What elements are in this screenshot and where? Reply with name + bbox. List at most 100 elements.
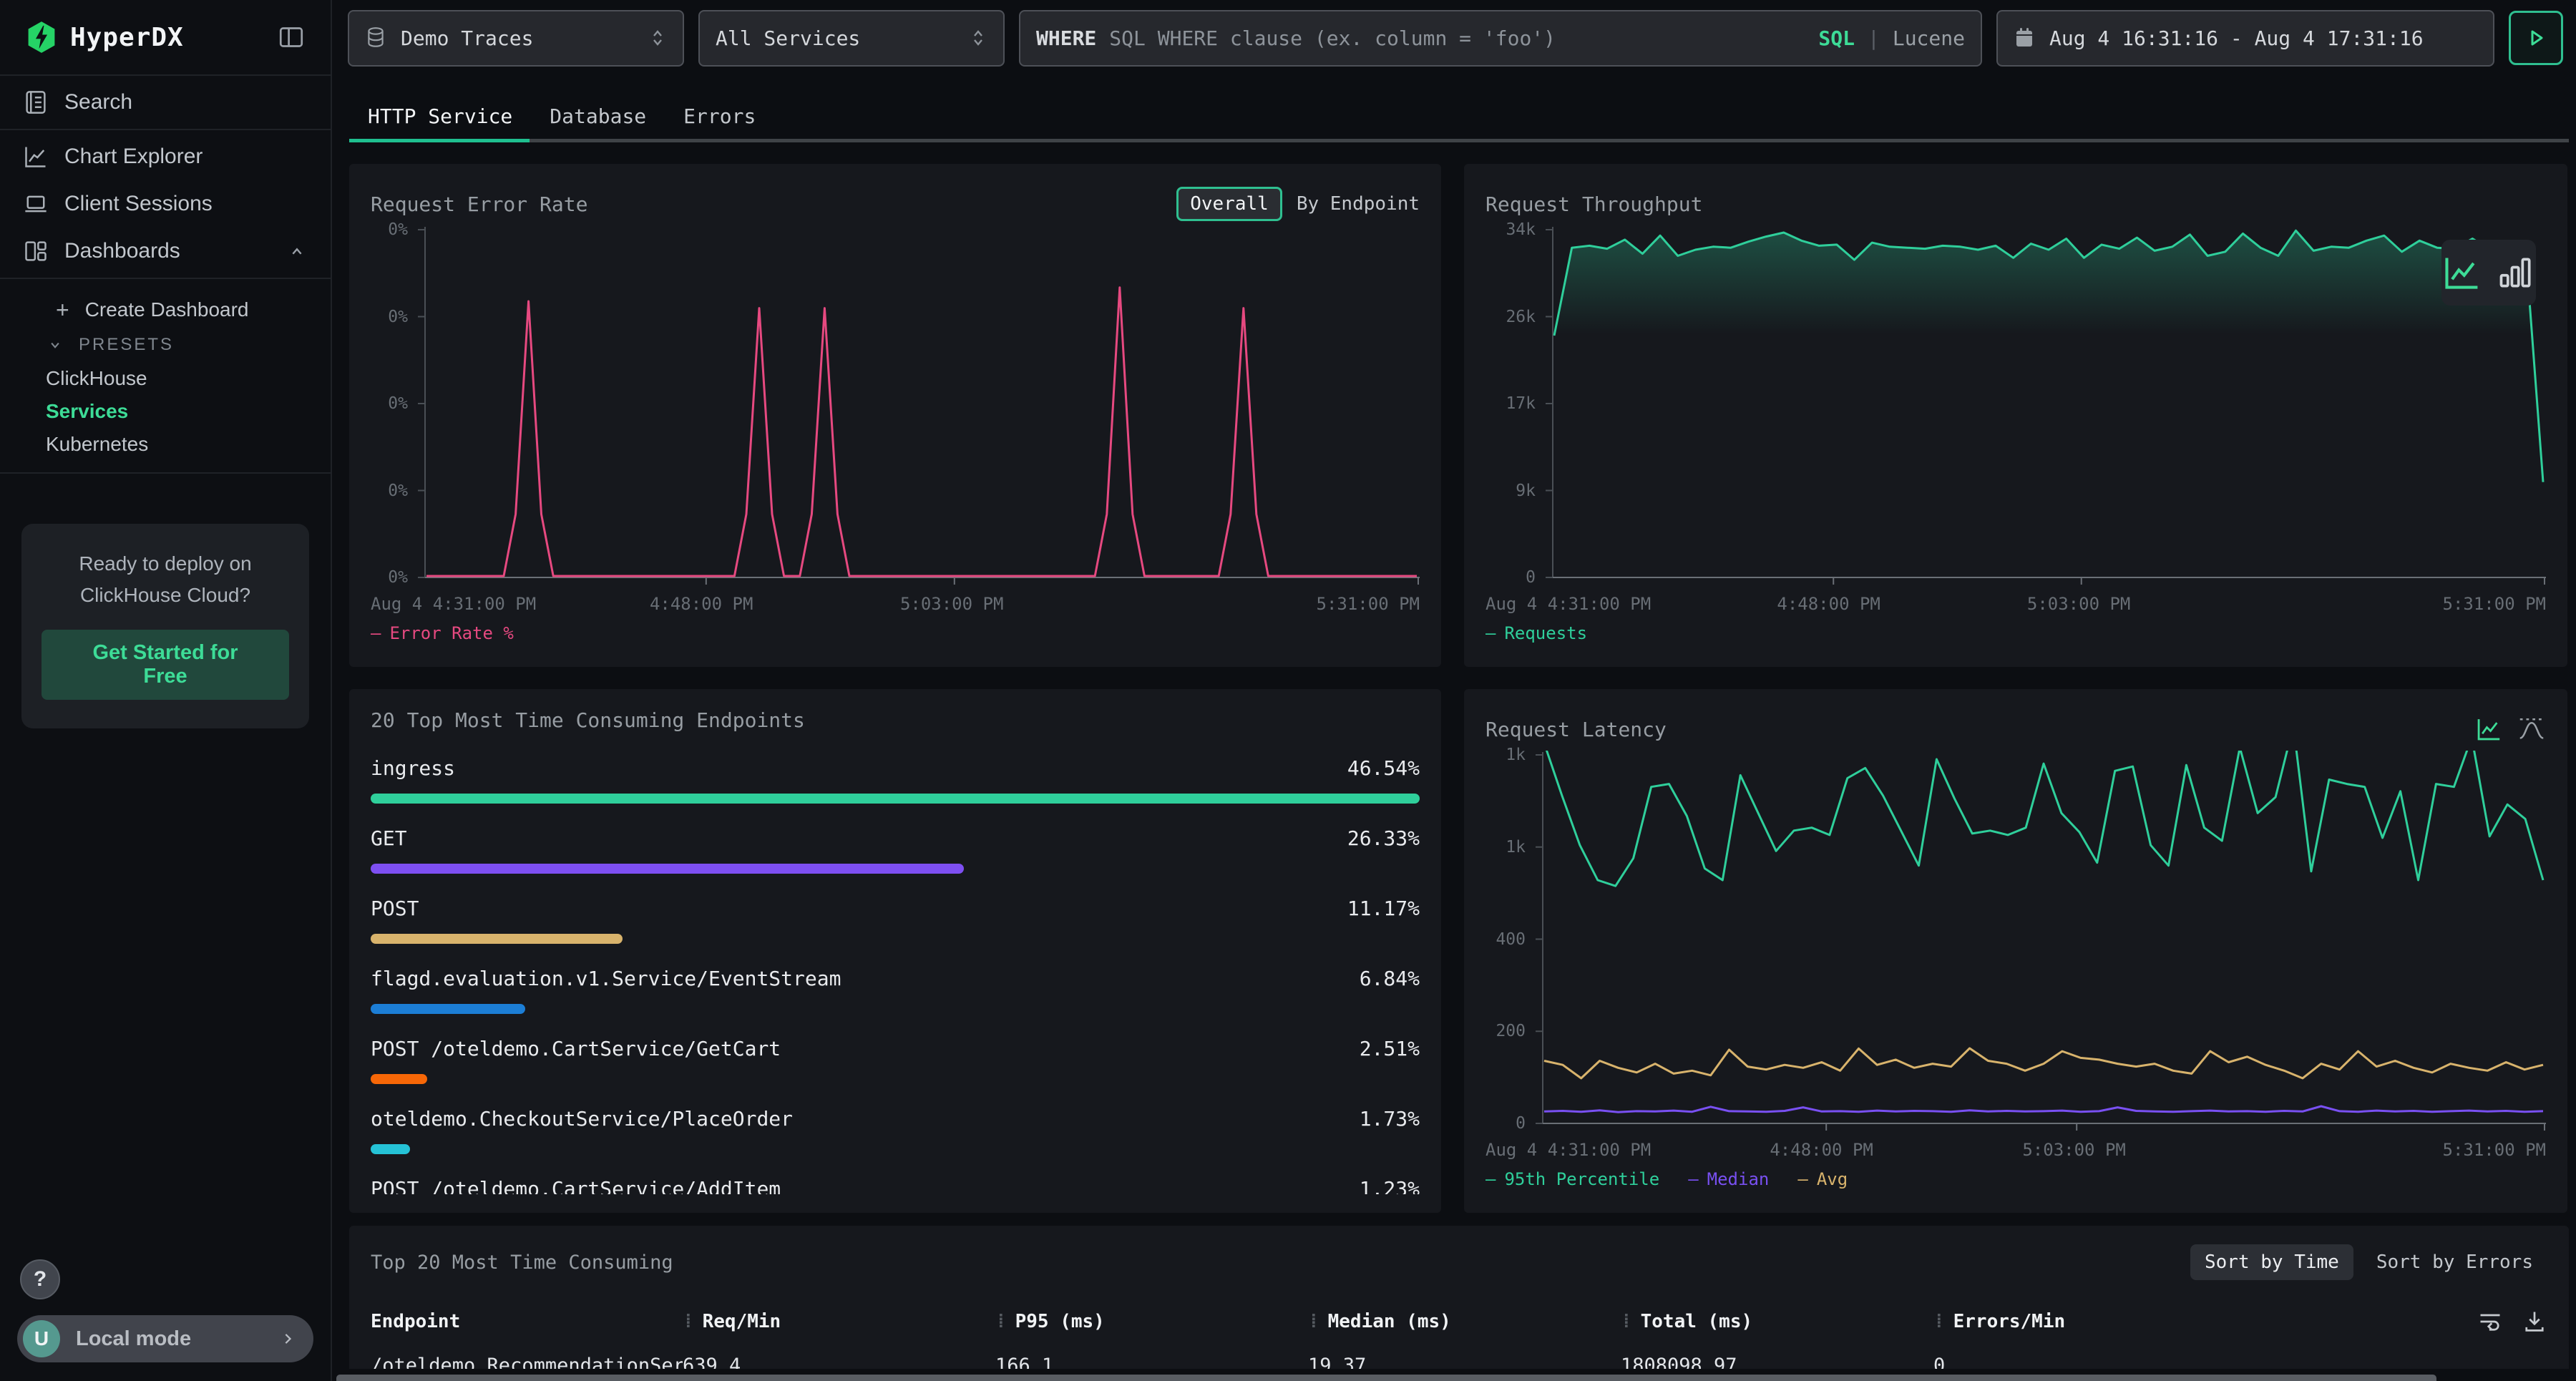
- legend-label: Requests: [1504, 623, 1588, 643]
- column-header-label: Req/Min: [702, 1311, 781, 1332]
- sidebar-item-label: Dashboards: [64, 239, 180, 263]
- sidebar-collapse-icon[interactable]: [278, 25, 305, 49]
- panel-request-throughput: Request Throughput 34k 26k 17k 9k 0 Aug 4 4:…: [1464, 164, 2567, 667]
- legend-item[interactable]: — Requests: [1485, 623, 1587, 643]
- panel-title: Request Latency: [1485, 717, 1667, 741]
- legend-item[interactable]: — 95th Percentile: [1485, 1169, 1659, 1189]
- sidebar: HyperDX Search Chart Explorer Client Ses…: [0, 0, 332, 1381]
- tab-http-service[interactable]: HTTP Service: [368, 104, 513, 128]
- endpoint-row[interactable]: POST 11.17%: [371, 897, 1420, 944]
- y-axis-tick-label: 0%: [388, 568, 408, 587]
- column-drag-handle[interactable]: ⁞: [1933, 1310, 1945, 1332]
- service-select[interactable]: All Services: [698, 9, 1005, 67]
- bar-chart-icon[interactable]: [2496, 240, 2536, 306]
- endpoint-bar: [371, 1004, 525, 1014]
- endpoint-row[interactable]: oteldemo.CheckoutService/PlaceOrder 1.73%: [371, 1107, 1420, 1154]
- preset-label: Kubernetes: [46, 433, 149, 455]
- throughput-plot[interactable]: [1546, 225, 2546, 587]
- sort-by-errors-button[interactable]: Sort by Errors: [2362, 1244, 2547, 1280]
- column-header-req-min[interactable]: ⁞ Req/Min: [683, 1311, 995, 1333]
- run-query-button[interactable]: [2509, 11, 2563, 65]
- user-menu[interactable]: U Local mode: [17, 1315, 313, 1362]
- active-tab-indicator: [349, 139, 530, 142]
- y-axis-tick-label: 0%: [388, 481, 408, 500]
- sql-language-toggle[interactable]: SQL: [1818, 26, 1855, 50]
- table-row[interactable]: /oteldemo.RecommendationServ 639.4 166.1 19…: [371, 1355, 2547, 1369]
- column-drag-handle[interactable]: ⁞: [1621, 1310, 1632, 1332]
- sidebar-item-chart-explorer[interactable]: Chart Explorer: [0, 133, 331, 180]
- sidebar-preset-kubernetes[interactable]: Kubernetes: [46, 428, 331, 461]
- column-header-total-ms-[interactable]: ⁞ Total (ms): [1621, 1311, 1933, 1333]
- endpoint-bar: [371, 1074, 428, 1084]
- panel-request-error-rate: Request Error Rate Overall By Endpoint 0…: [349, 164, 1441, 667]
- endpoint-row[interactable]: POST /oteldemo.CartService/AddItem 1.23%: [371, 1177, 1420, 1194]
- wrap-text-icon[interactable]: [2477, 1309, 2503, 1334]
- sidebar-item-label: Chart Explorer: [64, 145, 203, 168]
- x-axis-tick-label: Aug 4 4:31:00 PM: [371, 594, 537, 614]
- column-header-errors-min[interactable]: ⁞ Errors/Min: [1933, 1311, 2234, 1333]
- y-axis-tick-label: 1k: [1506, 746, 1526, 764]
- search-input[interactable]: [1109, 26, 1806, 50]
- line-chart-icon[interactable]: [2441, 240, 2482, 306]
- endpoint-row[interactable]: GET 26.33%: [371, 826, 1420, 874]
- sidebar-item-label: Client Sessions: [64, 192, 213, 215]
- help-button[interactable]: ?: [20, 1259, 60, 1299]
- column-header-median-ms-[interactable]: ⁞ Median (ms): [1308, 1311, 1621, 1333]
- source-select[interactable]: Demo Traces: [348, 9, 684, 67]
- chevron-down-icon: [51, 342, 59, 348]
- column-header-endpoint[interactable]: Endpoint: [371, 1311, 683, 1332]
- get-started-button[interactable]: Get Started for Free: [42, 630, 289, 700]
- hyperdx-logo-icon: [28, 21, 55, 53]
- error-rate-plot[interactable]: [418, 225, 1420, 587]
- endpoint-name: flagd.evaluation.v1.Service/EventStream: [371, 967, 841, 990]
- where-label: WHERE: [1036, 26, 1097, 50]
- sidebar-item-dashboards[interactable]: Dashboards: [0, 228, 331, 275]
- x-axis-labels: Aug 4 4:31:00 PM 4:48:00 PM 5:03:00 PM 5:31…: [1485, 1133, 2546, 1164]
- play-icon: [2531, 30, 2543, 46]
- table-cell: 19.37: [1308, 1355, 1367, 1369]
- column-drag-handle[interactable]: ⁞: [1308, 1310, 1319, 1332]
- y-axis-labels: 1k 1k 400 200 0: [1485, 746, 1536, 1133]
- legend-item[interactable]: — Error Rate %: [371, 623, 514, 643]
- y-axis-tick-label: 9k: [1516, 481, 1536, 500]
- endpoint-row[interactable]: POST /oteldemo.CartService/GetCart 2.51%: [371, 1037, 1420, 1084]
- sidebar-preset-services[interactable]: Services: [46, 395, 331, 428]
- endpoint-percent: 6.84%: [1359, 967, 1420, 990]
- table-body: /oteldemo.RecommendationServ 639.4 166.1 19…: [371, 1355, 2547, 1369]
- y-axis-tick-label: 0%: [388, 307, 408, 326]
- endpoint-row[interactable]: ingress 46.54%: [371, 756, 1420, 804]
- line-chart-icon[interactable]: [2474, 716, 2503, 743]
- column-header-p95-ms-[interactable]: ⁞ P95 (ms): [995, 1311, 1308, 1333]
- endpoint-percent: 2.51%: [1359, 1037, 1420, 1060]
- create-dashboard-button[interactable]: + Create Dashboard: [56, 292, 331, 328]
- endpoint-name: GET: [371, 826, 407, 850]
- toggle-overall[interactable]: Overall: [1176, 187, 1282, 221]
- endpoint-row[interactable]: flagd.evaluation.v1.Service/EventStream 6…: [371, 967, 1420, 1014]
- legend-dash: —: [1485, 1169, 1496, 1189]
- tab-errors[interactable]: Errors: [683, 104, 756, 128]
- journal-icon: [26, 91, 46, 114]
- legend-item[interactable]: — Median: [1688, 1169, 1769, 1189]
- download-icon[interactable]: [2522, 1309, 2547, 1334]
- sort-by-time-button[interactable]: Sort by Time: [2190, 1244, 2353, 1280]
- column-drag-handle[interactable]: ⁞: [683, 1310, 694, 1332]
- tab-database[interactable]: Database: [550, 104, 647, 128]
- legend-dash: —: [371, 623, 381, 643]
- laptop-icon: [25, 195, 47, 213]
- date-range-picker[interactable]: Aug 4 16:31:16 - Aug 4 17:31:16: [1996, 9, 2494, 67]
- x-axis-tick-label: 4:48:00 PM: [1777, 594, 1880, 614]
- dashboard-content: Request Error Rate Overall By Endpoint 0…: [332, 142, 2576, 1381]
- presets-toggle[interactable]: PRESETS: [46, 328, 331, 362]
- sidebar-item-client-sessions[interactable]: Client Sessions: [0, 180, 331, 228]
- preset-label: Services: [46, 400, 129, 422]
- distribution-icon[interactable]: [2517, 716, 2546, 743]
- legend-item[interactable]: — Avg: [1797, 1169, 1848, 1189]
- promo-text-line2: ClickHouse Cloud?: [79, 584, 251, 606]
- lucene-language-toggle[interactable]: Lucene: [1892, 26, 1965, 50]
- column-drag-handle[interactable]: ⁞: [995, 1310, 1007, 1332]
- horizontal-scrollbar[interactable]: [336, 1375, 2436, 1381]
- latency-plot[interactable]: [1536, 751, 2546, 1133]
- toggle-by-endpoint[interactable]: By Endpoint: [1296, 193, 1420, 215]
- sidebar-preset-clickhouse[interactable]: ClickHouse: [46, 362, 331, 395]
- sidebar-item-search[interactable]: Search: [0, 79, 331, 126]
